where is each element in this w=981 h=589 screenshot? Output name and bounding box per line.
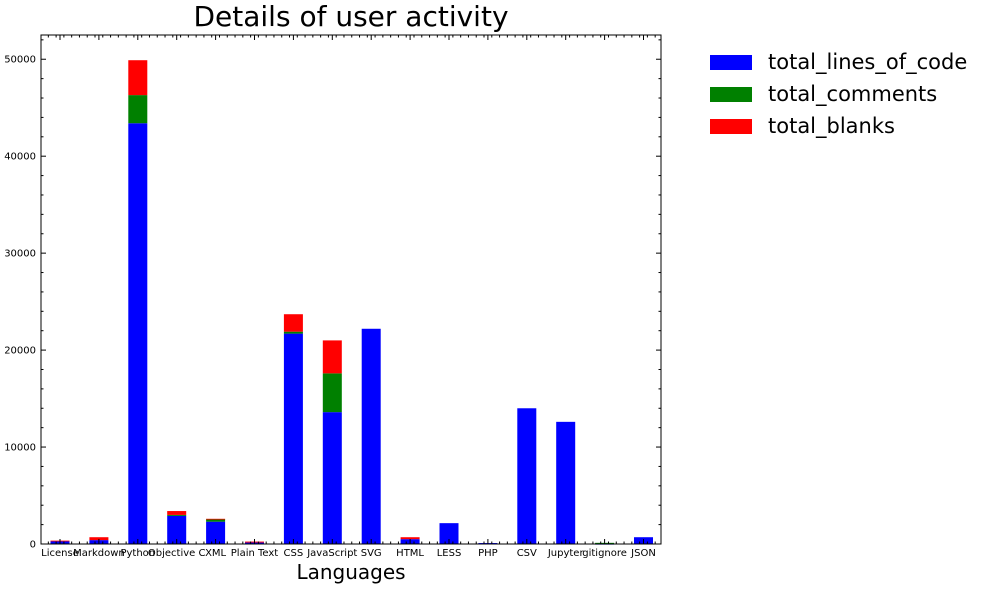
legend-label-blanks: total_blanks — [768, 114, 895, 138]
x-tick-label: LESS — [437, 548, 462, 559]
bar-total-comments-2 — [128, 95, 148, 124]
bar-total-blanks-1 — [89, 537, 109, 541]
bar-total-comments-4 — [206, 519, 226, 522]
x-tick-label: Plain Text — [231, 548, 279, 559]
x-tick-label: Jupyter — [547, 548, 585, 559]
x-tick-label: Objective C — [148, 548, 206, 559]
bar-total-blanks-2 — [128, 60, 148, 96]
bar-total-comments-6 — [283, 331, 303, 334]
legend-swatch-comments — [710, 86, 752, 102]
x-tick-label: Markdown — [73, 548, 125, 559]
y-tick-label: 10000 — [4, 443, 36, 454]
y-tick-label: 40000 — [4, 152, 36, 163]
bar-total-comments-7 — [322, 373, 342, 413]
legend-swatch-lines-of-code — [710, 54, 752, 70]
y-tick-label: 30000 — [4, 249, 36, 260]
x-tick-label: PHP — [478, 548, 498, 559]
bar-total-lines-of-code-7 — [322, 412, 342, 544]
x-tick-label: SVG — [361, 548, 382, 559]
bar-total-lines-of-code-2 — [128, 123, 148, 544]
x-tick-label: JavaScript — [306, 548, 357, 559]
bar-total-blanks-6 — [283, 314, 303, 332]
x-tick-label: HTML — [396, 548, 424, 559]
x-tick-label: Python — [120, 548, 155, 559]
x-tick-label: CSV — [517, 548, 537, 559]
chart-title: Details of user activity — [193, 0, 509, 33]
legend-item-comments: total_comments — [710, 78, 967, 110]
y-tick-label: 0 — [30, 540, 36, 551]
legend: total_lines_of_code total_comments total… — [710, 46, 967, 142]
x-tick-label: License — [41, 548, 79, 559]
bar-total-lines-of-code-8 — [361, 328, 381, 544]
x-axis-label: Languages — [296, 560, 406, 584]
bar-total-lines-of-code-4 — [206, 521, 226, 544]
bar-total-comments-3 — [167, 514, 187, 516]
plot-frame — [40, 34, 662, 545]
bar-total-lines-of-code-3 — [167, 515, 187, 544]
y-tick-label: 50000 — [4, 55, 36, 66]
bar-total-blanks-9 — [400, 537, 420, 540]
bar-total-blanks-4 — [206, 518, 226, 520]
bars-group — [50, 60, 653, 545]
legend-item-lines-of-code: total_lines_of_code — [710, 46, 967, 78]
bar-total-blanks-3 — [167, 511, 187, 515]
bar-total-lines-of-code-12 — [517, 408, 537, 544]
x-tick-label: JSON — [630, 548, 656, 559]
legend-label-comments: total_comments — [768, 82, 938, 106]
bar-total-lines-of-code-13 — [556, 421, 576, 544]
x-tick-label: CSS — [284, 548, 304, 559]
legend-item-blanks: total_blanks — [710, 110, 967, 142]
bar-total-lines-of-code-6 — [283, 333, 303, 544]
legend-label-lines-of-code: total_lines_of_code — [768, 50, 968, 74]
bar-total-lines-of-code-10 — [439, 523, 459, 544]
legend-swatch-blanks — [710, 118, 752, 134]
x-tick-label: gitignore — [582, 548, 627, 559]
y-tick-label: 20000 — [4, 346, 36, 357]
x-tick-label: XML — [205, 548, 226, 559]
bar-total-blanks-7 — [322, 340, 342, 374]
